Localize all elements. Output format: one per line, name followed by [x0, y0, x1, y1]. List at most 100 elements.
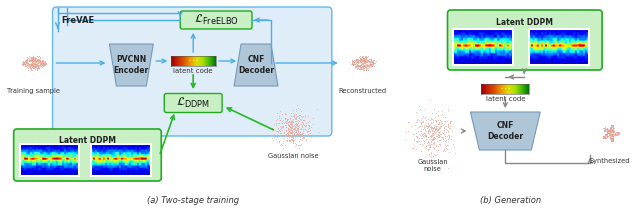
- Point: [295, 127, 305, 131]
- Point: [38, 58, 48, 61]
- Point: [605, 136, 615, 140]
- Point: [304, 126, 314, 130]
- Point: [432, 136, 442, 140]
- Point: [277, 121, 287, 125]
- Point: [25, 55, 35, 59]
- Point: [351, 65, 362, 68]
- Point: [30, 66, 40, 69]
- Point: [415, 142, 425, 146]
- Point: [422, 128, 433, 131]
- Point: [27, 63, 37, 66]
- Point: [439, 148, 449, 151]
- Point: [358, 56, 368, 59]
- Point: [30, 65, 40, 68]
- Point: [285, 139, 295, 142]
- Point: [438, 147, 449, 151]
- Point: [284, 132, 294, 136]
- Point: [444, 122, 454, 125]
- Point: [287, 129, 297, 132]
- Point: [601, 134, 611, 138]
- Point: [605, 128, 615, 132]
- Point: [32, 67, 42, 71]
- Point: [605, 129, 616, 133]
- Point: [449, 152, 460, 155]
- Point: [283, 121, 293, 124]
- Point: [353, 64, 364, 67]
- Point: [33, 66, 43, 70]
- Point: [296, 115, 307, 118]
- Point: [365, 60, 375, 64]
- Point: [607, 137, 618, 140]
- Point: [611, 133, 621, 136]
- Point: [285, 116, 295, 119]
- Point: [33, 60, 43, 63]
- Point: [599, 129, 609, 133]
- Point: [36, 64, 46, 67]
- Point: [428, 128, 438, 132]
- Point: [292, 127, 302, 130]
- Point: [419, 135, 429, 139]
- Point: [280, 117, 290, 120]
- Point: [292, 124, 303, 127]
- Point: [440, 144, 451, 147]
- Bar: [529, 29, 589, 65]
- Point: [424, 133, 435, 136]
- Point: [610, 132, 620, 135]
- Point: [27, 63, 37, 67]
- Point: [607, 130, 617, 133]
- Point: [358, 61, 369, 64]
- Point: [291, 143, 301, 147]
- Point: [414, 140, 424, 143]
- Point: [358, 66, 369, 70]
- Point: [368, 62, 378, 65]
- Point: [28, 63, 38, 67]
- Point: [299, 137, 309, 140]
- Point: [436, 125, 446, 128]
- Point: [276, 126, 286, 129]
- Point: [431, 134, 441, 137]
- Point: [277, 128, 287, 132]
- Point: [34, 55, 44, 58]
- Point: [19, 62, 29, 65]
- Point: [604, 129, 614, 132]
- Point: [607, 124, 618, 128]
- Point: [356, 65, 367, 69]
- Point: [31, 62, 42, 65]
- Point: [355, 58, 365, 62]
- Point: [423, 117, 433, 121]
- Point: [26, 57, 36, 61]
- Point: [430, 127, 440, 130]
- Point: [363, 58, 373, 62]
- Point: [19, 60, 29, 63]
- Point: [294, 131, 305, 134]
- Point: [356, 68, 366, 71]
- Point: [348, 59, 358, 62]
- Point: [293, 130, 303, 134]
- Point: [426, 125, 436, 128]
- Point: [28, 55, 38, 58]
- Point: [353, 60, 363, 63]
- Point: [355, 55, 365, 58]
- Point: [608, 140, 618, 143]
- Point: [26, 59, 36, 62]
- Point: [602, 128, 612, 131]
- Point: [29, 60, 40, 63]
- Point: [612, 130, 623, 134]
- Point: [599, 135, 609, 138]
- Point: [424, 142, 435, 145]
- Point: [22, 58, 32, 62]
- Point: [431, 128, 441, 131]
- Point: [277, 125, 287, 129]
- Point: [272, 133, 282, 136]
- Point: [417, 132, 427, 135]
- Point: [360, 60, 370, 63]
- Point: [29, 57, 39, 60]
- Point: [361, 67, 371, 71]
- Point: [414, 125, 424, 128]
- Point: [603, 135, 613, 138]
- Point: [40, 61, 50, 65]
- Point: [613, 131, 623, 134]
- Point: [359, 63, 369, 66]
- Point: [32, 58, 42, 62]
- Point: [303, 114, 314, 118]
